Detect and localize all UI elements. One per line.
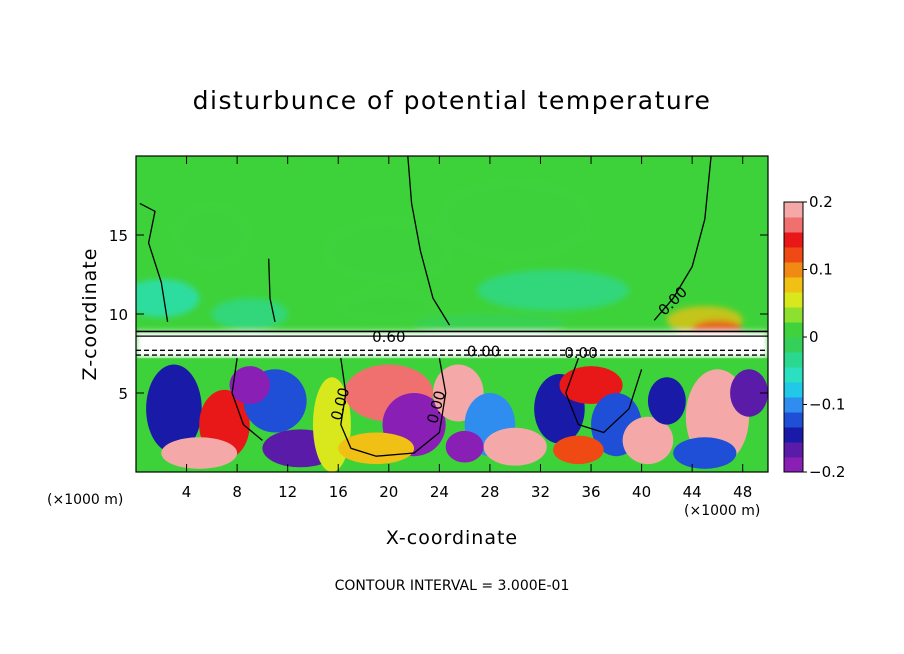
- contour-label: 0.00: [564, 344, 597, 362]
- field-cell: [553, 435, 604, 465]
- contour-line: [407, 156, 451, 326]
- colorbar-swatch: [784, 322, 803, 338]
- field-cell: [559, 366, 623, 405]
- field-patch: [136, 279, 200, 318]
- contour-lines: [136, 156, 768, 457]
- field-patch: [439, 179, 592, 259]
- x-tick-label: 16: [329, 483, 348, 501]
- field-cell: [622, 416, 674, 465]
- field-cell: [673, 437, 737, 469]
- colorbar-swatch: [784, 247, 803, 263]
- x-tick-label: 20: [379, 483, 398, 501]
- field-cell: [483, 427, 547, 466]
- x-tick-label: 4: [182, 483, 192, 501]
- field-cell: [445, 430, 484, 463]
- colorbar: 0.2 0.1 0 −0.1 −0.2: [783, 193, 845, 481]
- y-tick-label: 10: [109, 306, 128, 324]
- colorbar-swatch: [784, 412, 803, 428]
- y-tick-label: 15: [109, 227, 128, 245]
- colorbar-tick-label: −0.1: [809, 396, 845, 414]
- x-unit-label-left: (×1000 m): [47, 492, 124, 508]
- contour-line: [268, 258, 276, 323]
- colorbar-swatch: [784, 382, 803, 398]
- contour-line: [139, 202, 169, 323]
- field-cell: [229, 366, 270, 405]
- field-patch: [173, 203, 250, 267]
- colorbar-swatch: [784, 277, 803, 293]
- colorbar-swatch: [784, 232, 803, 248]
- contour-line: [653, 156, 712, 321]
- field-patch: [211, 298, 288, 330]
- contour-label: 0.00: [467, 342, 500, 360]
- colorbar-tick-label: 0: [809, 328, 819, 346]
- contour-interval-note: CONTOUR INTERVAL = 3.000E-01: [334, 578, 570, 594]
- field-patch: [414, 314, 566, 333]
- y-tick-label: 5: [118, 385, 128, 403]
- inversion-band: [136, 331, 768, 359]
- x-tick-label: 32: [531, 483, 550, 501]
- x-tick-label: 36: [581, 483, 600, 501]
- colorbar-swatch: [784, 397, 803, 413]
- colorbar-swatch: [784, 337, 803, 353]
- field-patch: [325, 219, 452, 283]
- x-tick-label: 8: [232, 483, 242, 501]
- colorbar-tick-label: −0.2: [809, 463, 845, 481]
- contour-line: [231, 358, 263, 441]
- colorbar-swatch: [784, 202, 803, 218]
- contour-label: 0.60: [372, 328, 405, 346]
- x-tick-label: 28: [480, 483, 499, 501]
- contour-line: [565, 357, 643, 434]
- field-cell: [730, 369, 768, 417]
- colorbar-tick-label: 0.2: [809, 193, 833, 211]
- x-tick-label: 44: [683, 483, 702, 501]
- x-tick-label: 12: [278, 483, 297, 501]
- field-patch: [477, 269, 629, 311]
- colorbar-swatch: [784, 307, 803, 323]
- contour-line: [340, 358, 447, 457]
- x-axis-label: X-coordinate: [385, 527, 519, 549]
- colorbar-swatch: [784, 442, 803, 458]
- field-cell: [338, 432, 415, 465]
- field-cell: [161, 437, 238, 469]
- x-tick-label: 40: [632, 483, 651, 501]
- y-axis-label: Z-coordinate: [79, 247, 101, 381]
- colorbar-swatch: [784, 427, 803, 443]
- colorbar-swatch: [784, 352, 803, 368]
- colorbar-tick-label: 0.1: [809, 261, 833, 279]
- colorbar-swatch: [784, 292, 803, 308]
- colorbar-swatch: [784, 367, 803, 383]
- field-patch: [338, 290, 440, 322]
- x-tick-label: 48: [733, 483, 752, 501]
- field-cell: [146, 364, 202, 454]
- x-unit-label-right: (×1000 m): [684, 503, 761, 519]
- colorbar-swatch: [784, 262, 803, 278]
- colorbar-swatch: [784, 217, 803, 233]
- x-tick-label: 24: [430, 483, 449, 501]
- chart-title: disturbunce of potential temperature: [192, 86, 712, 115]
- field-cell: [647, 377, 686, 425]
- colorbar-swatch: [784, 457, 803, 473]
